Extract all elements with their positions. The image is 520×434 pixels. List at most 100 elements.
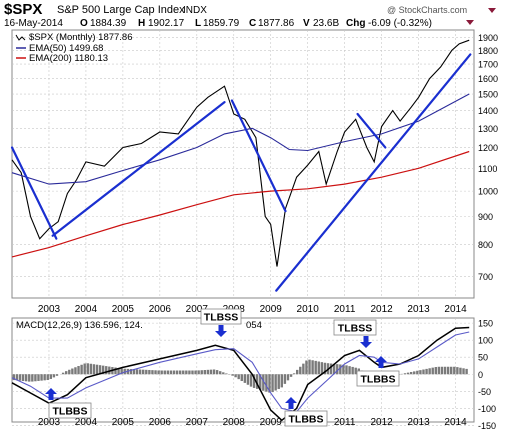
macd-histogram-bar	[50, 374, 52, 379]
macd-histogram-bar	[250, 374, 252, 386]
macd-histogram-bar	[234, 374, 236, 377]
macd-histogram-bar	[194, 371, 196, 375]
macd-histogram-bar	[201, 370, 203, 374]
price-x-tick-label: 2006	[149, 304, 172, 315]
macd-histogram-bar	[453, 367, 455, 375]
macd-histogram-bar	[37, 374, 39, 381]
chart-date: 16-May-2014	[4, 18, 63, 29]
macd-x-tick-label: 2003	[38, 417, 61, 428]
price-x-tick-label: 2005	[112, 304, 135, 315]
macd-histogram-bar	[65, 371, 67, 374]
chart-name: S&P 500 Large Cap Index	[57, 4, 185, 16]
macd-histogram-bar	[425, 369, 427, 374]
macd-histogram-bar	[68, 370, 70, 375]
macd-histogram-bar	[219, 371, 221, 374]
ohlc-v-value: 23.6B	[313, 18, 339, 29]
macd-histogram-bar	[197, 370, 199, 374]
price-y-tick-label: 1800	[478, 46, 498, 56]
macd-histogram-bar	[274, 374, 276, 390]
price-panel	[12, 30, 474, 298]
ohlc-l-value: 1859.79	[203, 18, 240, 29]
macd-histogram-bar	[410, 372, 412, 374]
ohlc-chg-label: Chg	[346, 18, 365, 29]
macd-histogram-bar	[170, 371, 172, 375]
macd-histogram-bar	[422, 370, 424, 375]
macd-y-tick-label: 150	[478, 319, 493, 329]
macd-x-tick-label: 2008	[223, 417, 246, 428]
macd-histogram-bar	[450, 367, 452, 375]
macd-histogram-bar	[265, 374, 267, 391]
price-x-tick-label: 2013	[407, 304, 430, 315]
macd-histogram-bar	[62, 373, 64, 375]
macd-histogram-bar	[77, 366, 79, 374]
macd-histogram-bar	[207, 370, 209, 374]
macd-histogram-bar	[447, 367, 449, 375]
macd-histogram-bar	[43, 374, 45, 380]
macd-histogram-bar	[71, 369, 73, 375]
macd-histogram-bar	[318, 362, 320, 375]
macd-histogram-bar	[441, 367, 443, 375]
ohlc-v-label: V	[303, 18, 310, 29]
price-x-tick-label: 2009	[260, 304, 283, 315]
macd-histogram-bar	[139, 370, 141, 375]
macd-histogram-bar	[182, 371, 184, 375]
macd-histogram-bar	[148, 370, 150, 374]
macd-x-tick-label: 2012	[370, 417, 393, 428]
macd-x-tick-label: 2005	[112, 417, 135, 428]
macd-x-tick-label: 2013	[407, 417, 430, 428]
legend-ema200: EMA(200) 1180.13	[29, 53, 108, 64]
macd-y-tick-label: -100	[478, 404, 496, 414]
price-y-tick-label: 1000	[478, 187, 498, 197]
macd-histogram-bar	[185, 371, 187, 375]
macd-histogram-bar	[53, 374, 55, 377]
macd-histogram-bar	[351, 367, 353, 374]
macd-histogram-bar	[428, 368, 430, 374]
macd-histogram-bar	[462, 368, 464, 374]
ohlc-o-label: O	[80, 18, 88, 29]
macd-histogram-bar	[287, 374, 289, 380]
macd-histogram-bar	[160, 371, 162, 375]
macd-x-tick-label: 2004	[75, 417, 98, 428]
macd-histogram-bar	[247, 374, 249, 385]
macd-histogram-bar	[96, 365, 98, 375]
change-down-icon	[466, 20, 474, 25]
price-y-tick-label: 1600	[478, 74, 498, 84]
macd-histogram-bar	[271, 374, 273, 392]
macd-histogram-bar	[56, 374, 58, 376]
ohlc-chg-value: -6.09 (-0.32%)	[368, 18, 432, 29]
price-y-tick-label: 1700	[478, 60, 498, 70]
macd-histogram-bar	[87, 363, 89, 374]
price-y-tick-label: 1900	[478, 33, 498, 43]
macd-histogram-bar	[188, 371, 190, 375]
price-x-tick-label: 2010	[297, 304, 320, 315]
macd-histogram-bar	[305, 361, 307, 375]
price-x-tick-label: 2012	[370, 304, 393, 315]
macd-y-tick-label: -150	[478, 421, 496, 429]
price-y-tick-label: 1300	[478, 124, 498, 134]
macd-histogram-bar	[348, 366, 350, 374]
macd-histogram-bar	[293, 373, 295, 374]
ohlc-h-label: H	[138, 18, 145, 29]
macd-histogram-bar	[204, 370, 206, 374]
macd-histogram-bar	[237, 374, 239, 379]
macd-histogram-bar	[176, 371, 178, 375]
macd-histogram-bar	[407, 373, 409, 375]
macd-histogram-bar	[222, 372, 224, 374]
macd-histogram-bar	[321, 362, 323, 374]
macd-histogram-bar	[216, 370, 218, 374]
macd-histogram-bar	[164, 371, 166, 375]
macd-histogram-bar	[435, 367, 437, 374]
macd-histogram-bar	[136, 369, 138, 374]
macd-histogram-bar	[459, 368, 461, 375]
watermark: @ StockCharts.com	[387, 5, 467, 15]
macd-histogram-bar	[74, 367, 76, 374]
ohlc-o-value: 1884.39	[90, 18, 127, 29]
macd-histogram-bar	[438, 367, 440, 375]
macd-x-tick-label: 2009	[260, 417, 283, 428]
macd-histogram-bar	[290, 374, 292, 377]
macd-histogram-bar	[336, 364, 338, 374]
price-y-tick-label: 1100	[478, 164, 497, 174]
legend-macd: MACD(12,26,9) 136.596, 124.	[16, 320, 143, 331]
